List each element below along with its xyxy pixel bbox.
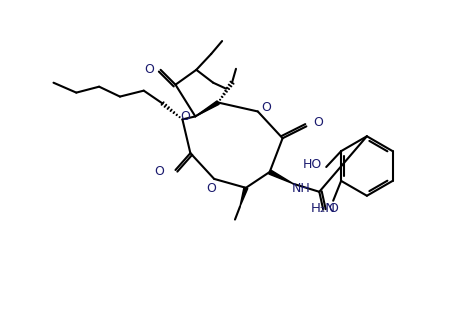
Text: O: O [144, 63, 154, 76]
Text: O: O [180, 110, 191, 123]
Text: H₂N: H₂N [311, 202, 336, 215]
Polygon shape [240, 187, 248, 207]
Polygon shape [269, 170, 293, 184]
Text: HO: HO [303, 158, 322, 171]
Text: O: O [206, 182, 216, 195]
Text: O: O [328, 202, 338, 215]
Text: O: O [155, 165, 164, 178]
Text: O: O [261, 101, 271, 114]
Polygon shape [195, 101, 219, 117]
Text: NH: NH [292, 182, 311, 195]
Text: O: O [313, 116, 323, 129]
